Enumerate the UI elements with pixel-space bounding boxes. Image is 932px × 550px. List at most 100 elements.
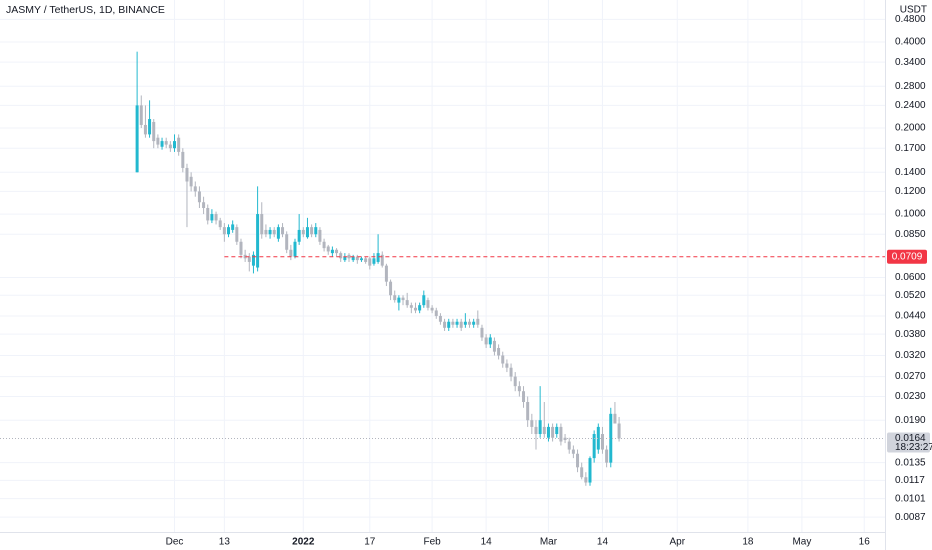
y-tick-label: 0.2800 [895, 81, 926, 92]
y-tick-label: 0.2000 [895, 123, 926, 134]
candle-body [214, 214, 218, 221]
candle-body [310, 227, 314, 235]
candle-body [156, 137, 160, 145]
y-tick-label: 0.0190 [895, 415, 926, 426]
candle-body [168, 144, 172, 149]
candle-body [293, 241, 297, 257]
candle-body [243, 254, 247, 259]
y-tick-label: 0.0520 [895, 290, 926, 301]
candle-body [472, 321, 476, 325]
candle-body [455, 321, 459, 325]
candle-body [426, 300, 430, 308]
x-tick-label: 16 [859, 537, 871, 548]
y-tick-label: 0.0380 [895, 329, 926, 340]
candle-body [443, 321, 447, 328]
candle-body [580, 467, 584, 478]
candle-body [231, 224, 235, 230]
candle-body [148, 119, 152, 135]
candle-body [430, 307, 434, 311]
plot-area [0, 51, 885, 486]
candle-body [600, 434, 604, 450]
candle-body [227, 227, 231, 235]
countdown-label: 18:23:27 [895, 442, 932, 453]
axes: 0.4800 0.4000 0.3400 0.2800 0.2400 0.2000 0.17… [166, 14, 932, 548]
y-tick-label: 0.2400 [895, 100, 926, 111]
candle-body [605, 449, 609, 463]
candle-body [484, 337, 488, 345]
candle-body [447, 321, 451, 328]
grid [0, 0, 885, 532]
candle-body [210, 214, 214, 221]
y-tick-label: 0.0087 [895, 512, 926, 523]
candle-body [347, 254, 351, 259]
candle-body [538, 420, 542, 435]
candle-body [297, 229, 301, 242]
candle-body [418, 305, 422, 311]
x-tick-label: 2022 [292, 537, 315, 548]
candle-body [413, 307, 417, 311]
candle-body [526, 402, 530, 421]
candle-body [505, 363, 509, 368]
candle-body [256, 214, 260, 268]
candle-body [584, 477, 588, 483]
candle-body [351, 256, 355, 261]
x-tick-label: 18 [742, 537, 754, 548]
candle-body [235, 227, 239, 242]
candle-body [193, 186, 197, 192]
candle-body [517, 386, 521, 392]
candle-body [206, 208, 210, 221]
candle-body [551, 426, 555, 438]
candle-body [451, 321, 455, 325]
candle-body [534, 426, 538, 435]
candle-body [372, 258, 376, 264]
x-tick-label: Apr [669, 537, 685, 548]
candle-body [459, 321, 463, 328]
y-tick-label: 0.0320 [895, 350, 926, 361]
y-tick-label: 0.0230 [895, 391, 926, 402]
candle-body [177, 137, 181, 152]
candle-body [326, 246, 330, 252]
candle-body [314, 227, 318, 235]
candle-body [546, 426, 550, 438]
y-tick-label: 0.4800 [895, 14, 926, 25]
last-price-box [887, 432, 930, 453]
candle-body [197, 191, 201, 203]
candle-body [422, 295, 426, 306]
candle-body [530, 420, 534, 427]
candle-body [276, 227, 280, 239]
candle-body [513, 376, 517, 387]
candle-body [251, 254, 255, 266]
x-tick-label: 14 [597, 537, 609, 548]
candle-body [567, 441, 571, 450]
y-tick-label: 0.0600 [895, 272, 926, 283]
candle-body [480, 327, 484, 338]
candle-body [380, 254, 384, 266]
candle-body [285, 234, 289, 250]
candle-body [281, 227, 285, 235]
candle-body [542, 426, 546, 435]
candle-body [160, 141, 164, 147]
candle-body [260, 214, 264, 235]
last-price-label: 0.0164 [895, 433, 926, 444]
candle-body [359, 258, 363, 261]
candle-body [364, 258, 368, 262]
candle-body [401, 297, 405, 301]
candle-body [596, 426, 600, 450]
candle-body [335, 249, 339, 254]
candle-body [202, 202, 206, 209]
x-tick-label: May [792, 537, 811, 548]
candle-body [509, 367, 513, 377]
x-tick-label: Dec [166, 537, 184, 548]
y-tick-label: 0.1700 [895, 143, 926, 154]
y-tick-label: 0.0270 [895, 371, 926, 382]
candle-body [264, 229, 268, 235]
candle-body [405, 300, 409, 306]
candle-body [492, 340, 496, 352]
candle-body [218, 220, 222, 228]
candle-body [468, 321, 472, 325]
x-tick-label: 14 [481, 537, 493, 548]
candle-body [301, 229, 305, 235]
candle-body [343, 256, 347, 261]
y-tick-label: 0.0440 [895, 311, 926, 322]
